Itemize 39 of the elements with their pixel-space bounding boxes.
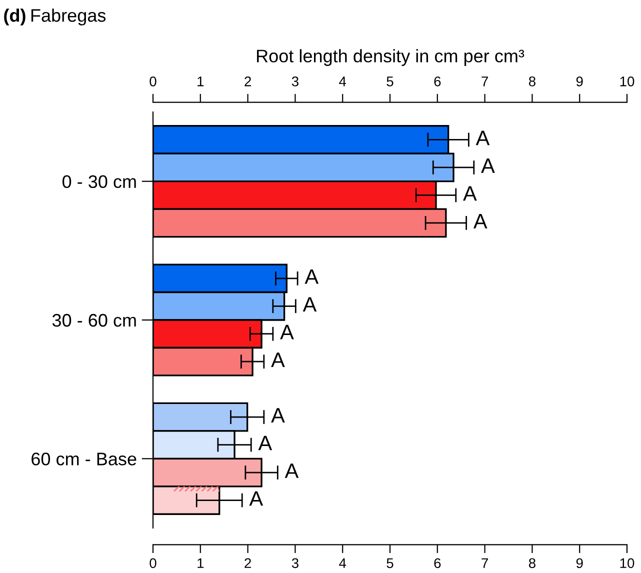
y-tick-label: 30 - 60 cm	[52, 314, 136, 327]
x2-tick-label: 1	[198, 558, 204, 568]
x2-tick-label: 10	[620, 558, 634, 568]
x2-tick-label: 7	[482, 558, 488, 568]
data-label: A	[302, 297, 317, 312]
x2-tick-label: 3	[292, 558, 298, 568]
y-tick-label: 0 - 30 cm	[62, 175, 136, 188]
data-label: A	[249, 491, 264, 506]
data-label: A	[481, 158, 495, 173]
x-tick-label: 6	[434, 76, 441, 86]
x-tick-label: 9	[576, 76, 583, 86]
chart-title: (d) Fabregas	[4, 8, 106, 26]
x-tick-label: 7	[482, 76, 488, 86]
x-tick-label: 10	[620, 76, 634, 86]
data-label: A	[271, 408, 285, 422]
data-label: A	[463, 186, 477, 201]
x2-tick-label: 6	[434, 558, 441, 568]
x-tick-label: 2	[244, 76, 251, 86]
x2-tick-label: 8	[528, 558, 536, 568]
x-tick-label: 4	[339, 76, 346, 86]
x-tick-label: 5	[386, 76, 394, 86]
x-axis-title: Root length density in cm per cm³	[257, 49, 524, 66]
data-label: A	[284, 464, 299, 478]
x2-tick-label: 9	[576, 558, 583, 568]
data-label: A	[271, 352, 285, 367]
y-tick-label: 60 cm - Base	[32, 452, 136, 466]
x-tick-label: 3	[292, 76, 298, 86]
data-label: A	[280, 324, 294, 340]
x-tick-label: 8	[528, 76, 536, 86]
x-tick-label: 1	[198, 76, 204, 86]
data-label: A	[258, 436, 272, 450]
x2-tick-label: 0	[150, 558, 156, 568]
x-tick-label: 0	[150, 76, 156, 86]
x2-tick-label: 4	[339, 558, 346, 568]
x2-tick-label: 5	[386, 558, 394, 568]
x2-tick-label: 2	[244, 558, 251, 568]
data-label: A	[473, 214, 488, 228]
data-label: A	[304, 269, 319, 284]
data-label: A	[476, 130, 490, 146]
